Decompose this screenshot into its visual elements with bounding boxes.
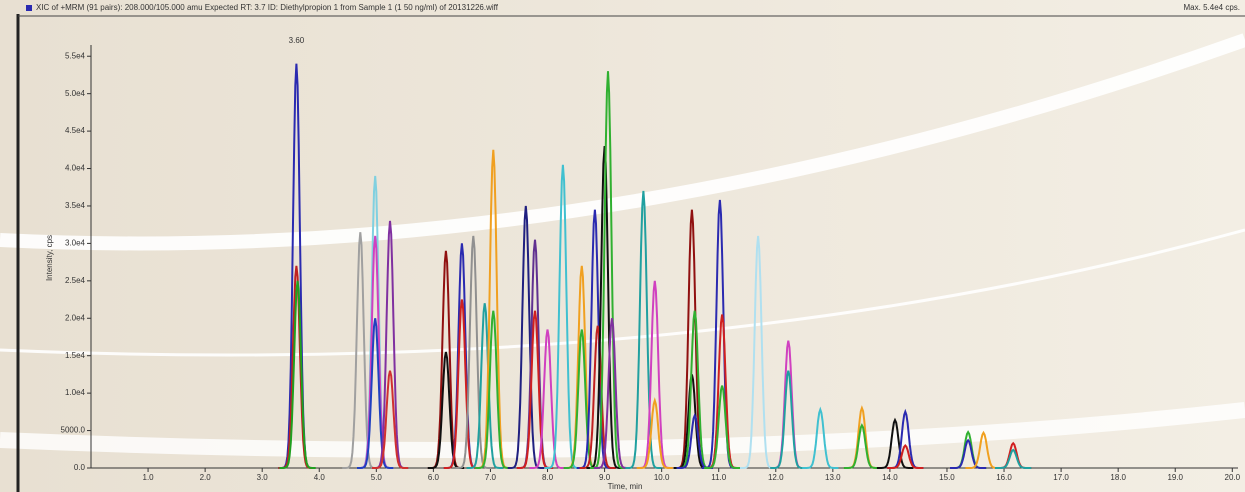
y-tick-label: 1.0e4 bbox=[65, 388, 86, 397]
peak bbox=[475, 310, 512, 469]
x-tick-label: 15.0 bbox=[939, 473, 955, 482]
x-tick-label: 18.0 bbox=[1110, 473, 1126, 482]
peak bbox=[876, 417, 914, 469]
peak bbox=[466, 303, 503, 469]
peak bbox=[279, 280, 316, 469]
peak bbox=[455, 235, 492, 469]
x-tick-label: 20.0 bbox=[1225, 473, 1241, 482]
y-tick-label: 2.5e4 bbox=[65, 276, 86, 285]
x-tick-label: 13.0 bbox=[825, 473, 841, 482]
x-tick-label: 19.0 bbox=[1167, 473, 1183, 482]
y-tick-label: 4.5e4 bbox=[65, 126, 86, 135]
peak bbox=[625, 190, 662, 469]
peak-annotation: 3.60 bbox=[289, 36, 305, 45]
x-tick-label: 8.0 bbox=[542, 473, 554, 482]
max-label: Max. 5.4e4 cps. bbox=[1184, 3, 1240, 12]
peak bbox=[357, 318, 394, 469]
trace-icon bbox=[26, 5, 32, 11]
x-tick-label: 3.0 bbox=[257, 473, 269, 482]
peak bbox=[544, 164, 582, 469]
y-tick-label: 3.5e4 bbox=[65, 201, 86, 210]
x-tick-label: 7.0 bbox=[485, 473, 497, 482]
peak bbox=[770, 370, 807, 469]
x-tick-label: 16.0 bbox=[996, 473, 1012, 482]
peak bbox=[995, 448, 1032, 469]
peak bbox=[507, 205, 544, 469]
peak bbox=[950, 438, 987, 469]
peak bbox=[802, 406, 839, 469]
y-tick-label: 3.0e4 bbox=[65, 239, 86, 248]
peak bbox=[843, 423, 881, 469]
x-tick-label: 17.0 bbox=[1053, 473, 1069, 482]
header-title: XIC of +MRM (91 pairs): 208.000/105.000 … bbox=[36, 3, 499, 12]
peak bbox=[636, 397, 673, 469]
x-tick-label: 10.0 bbox=[654, 473, 670, 482]
peak bbox=[579, 325, 616, 469]
peak bbox=[704, 385, 741, 469]
x-tick-label: 5.0 bbox=[371, 473, 383, 482]
peak bbox=[371, 370, 409, 469]
x-tick-label: 11.0 bbox=[711, 473, 727, 482]
swoosh bbox=[0, 228, 1245, 357]
y-tick-label: 2.0e4 bbox=[65, 313, 86, 322]
x-tick-label: 2.0 bbox=[200, 473, 212, 482]
y-tick-label: 5.0e4 bbox=[65, 89, 86, 98]
y-axis-label: Intensity, cps bbox=[45, 235, 54, 281]
peak bbox=[887, 443, 924, 469]
x-axis-label: Time, min bbox=[608, 482, 643, 491]
peak bbox=[529, 329, 566, 469]
peak bbox=[593, 318, 631, 469]
y-tick-label: 1.5e4 bbox=[65, 351, 86, 360]
x-tick-label: 14.0 bbox=[882, 473, 898, 482]
x-tick-label: 12.0 bbox=[768, 473, 784, 482]
y-tick-label: 0.0 bbox=[74, 463, 86, 472]
y-tick-label: 4.0e4 bbox=[65, 164, 86, 173]
y-tick-label: 5000.0 bbox=[61, 426, 86, 435]
x-tick-label: 4.0 bbox=[314, 473, 326, 482]
x-tick-label: 1.0 bbox=[143, 473, 155, 482]
x-tick-label: 9.0 bbox=[599, 473, 611, 482]
x-tick-label: 6.0 bbox=[428, 473, 440, 482]
y-tick-label: 5.5e4 bbox=[65, 51, 86, 60]
